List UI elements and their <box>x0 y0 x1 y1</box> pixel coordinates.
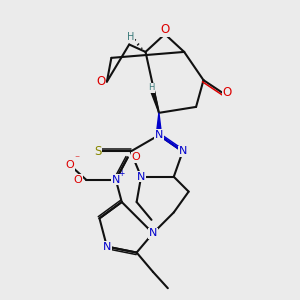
Text: O: O <box>160 23 170 36</box>
Text: +: + <box>118 169 124 178</box>
Text: N: N <box>112 175 120 185</box>
Text: H: H <box>127 32 134 42</box>
Text: N: N <box>103 242 111 252</box>
Text: O: O <box>74 175 82 185</box>
Text: N: N <box>178 146 187 157</box>
Text: N: N <box>137 172 145 182</box>
Text: N: N <box>149 228 157 238</box>
Text: O: O <box>96 75 106 88</box>
Text: O: O <box>65 160 74 170</box>
Text: ⁻: ⁻ <box>75 154 80 164</box>
Text: N: N <box>155 130 163 140</box>
Polygon shape <box>149 87 159 113</box>
Text: H: H <box>148 83 155 92</box>
Polygon shape <box>156 113 162 135</box>
Text: O: O <box>131 152 140 162</box>
Text: S: S <box>94 145 102 158</box>
Text: O: O <box>223 86 232 99</box>
